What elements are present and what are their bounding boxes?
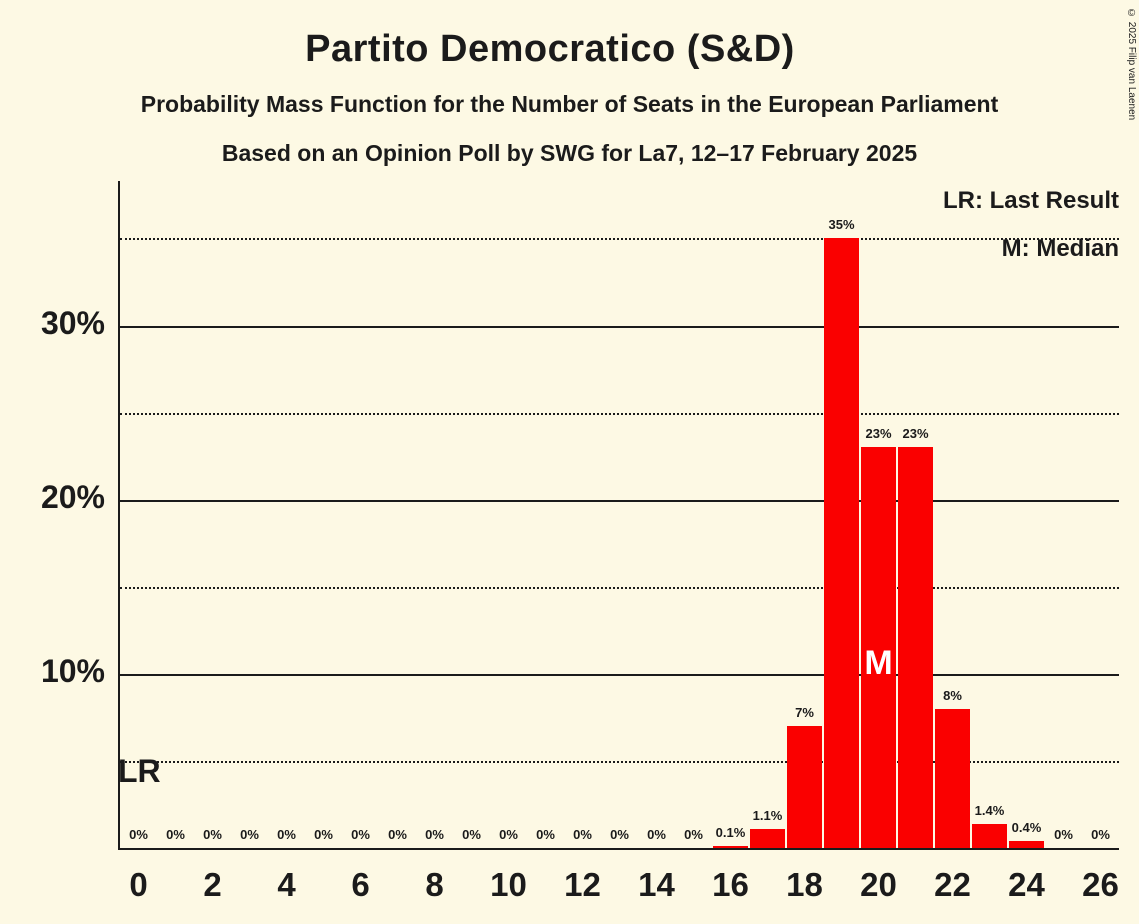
bar-value-label-seat-3: 0% xyxy=(240,827,259,842)
bar-value-label-seat-22: 8% xyxy=(943,687,962,703)
x-tick-label-10: 10 xyxy=(490,866,527,903)
y-tick-label-30: 30% xyxy=(40,304,105,341)
bar-value-label-seat-0: 0% xyxy=(129,827,148,842)
gridline-dotted-15 xyxy=(120,586,1119,589)
bar-value-label-seat-10: 0% xyxy=(499,827,518,842)
bar-value-label-seat-26: 0% xyxy=(1091,827,1110,842)
gridline-dotted-5 xyxy=(120,760,1119,763)
x-tick-label-2: 2 xyxy=(203,866,222,903)
bar-value-label-seat-21: 23% xyxy=(902,426,929,442)
gridline-solid-20 xyxy=(120,499,1119,502)
bar-value-label-seat-15: 0% xyxy=(684,827,703,842)
plot-area: 0% 0% 0% 0% 0% 0% 0% 0% 0% 0% 0% 0% 0% 0% 0% 0% 0.1% 1.1%… xyxy=(118,181,1119,850)
bar-value-label-seat-1: 0% xyxy=(166,827,185,842)
bar-value-label-seat-25: 0% xyxy=(1054,827,1073,842)
x-tick-label-6: 6 xyxy=(351,866,370,903)
y-axis-line xyxy=(118,181,120,850)
bar-value-label-seat-2: 0% xyxy=(203,827,222,842)
chart-subtitle-poll: Based on an Opinion Poll by SWG for La7,… xyxy=(221,140,918,166)
bar-seat-17 xyxy=(750,829,785,848)
bar-value-label-seat-7: 0% xyxy=(388,827,407,842)
bar-seat-23 xyxy=(972,824,1007,848)
x-tick-label-0: 0 xyxy=(129,866,148,903)
last-result-marker-label: LR xyxy=(118,753,161,789)
bar-value-label-seat-9: 0% xyxy=(462,827,481,842)
x-tick-label-8: 8 xyxy=(425,866,444,903)
bar-value-label-seat-19: 35% xyxy=(828,217,855,233)
x-tick-label-24: 24 xyxy=(1008,866,1045,903)
bar-value-label-seat-18: 7% xyxy=(795,705,814,721)
bar-value-label-seat-14: 0% xyxy=(647,827,666,842)
bar-value-label-seat-4: 0% xyxy=(277,827,296,842)
bar-seat-16 xyxy=(713,846,748,848)
chart-title: Partito Democratico (S&D) xyxy=(305,28,795,70)
legend-last-result: LR: Last Result xyxy=(942,187,1119,214)
bar-value-label-seat-20: 23% xyxy=(865,426,892,442)
x-tick-label-4: 4 xyxy=(277,866,296,903)
bar-value-label-seat-23: 1.4% xyxy=(974,802,1005,818)
copyright-notice: © 2025 Filip van Laenen xyxy=(1126,8,1137,121)
bar-value-label-seat-5: 0% xyxy=(314,827,333,842)
bar-value-label-seat-17: 1.1% xyxy=(752,807,783,823)
bar-seat-22 xyxy=(935,709,970,848)
x-axis-line xyxy=(118,848,1119,850)
bar-value-label-seat-6: 0% xyxy=(351,827,370,842)
x-tick-label-14: 14 xyxy=(638,866,675,903)
bar-seat-24 xyxy=(1009,841,1044,848)
bar-value-label-seat-8: 0% xyxy=(425,827,444,842)
gridline-dotted-25 xyxy=(120,412,1119,415)
gridline-solid-10 xyxy=(120,673,1119,676)
x-tick-label-12: 12 xyxy=(564,866,601,903)
chart-subtitle: Probability Mass Function for the Number… xyxy=(140,91,999,117)
x-tick-label-22: 22 xyxy=(934,866,971,903)
bar-value-label-seat-12: 0% xyxy=(573,827,592,842)
bar-seat-20 xyxy=(861,447,896,848)
bar-value-label-seat-11: 0% xyxy=(536,827,555,842)
y-tick-label-20: 20% xyxy=(40,478,105,515)
legend-median: M: Median xyxy=(1001,235,1119,262)
bar-seat-18 xyxy=(787,726,822,848)
bar-value-label-seat-16: 0.1% xyxy=(715,825,746,841)
bar-seat-21 xyxy=(898,447,933,848)
bar-seat-19 xyxy=(824,238,859,848)
gridline-dotted-35 xyxy=(120,238,1119,241)
x-tick-label-16: 16 xyxy=(712,866,749,903)
x-tick-label-26: 26 xyxy=(1082,866,1119,903)
x-tick-label-18: 18 xyxy=(786,866,823,903)
x-tick-label-20: 20 xyxy=(860,866,897,903)
bar-value-label-seat-13: 0% xyxy=(610,827,629,842)
gridline-solid-30 xyxy=(120,325,1119,328)
bar-value-label-seat-24: 0.4% xyxy=(1011,820,1042,836)
median-marker: M xyxy=(864,644,893,682)
y-tick-label-10: 10% xyxy=(40,652,105,689)
